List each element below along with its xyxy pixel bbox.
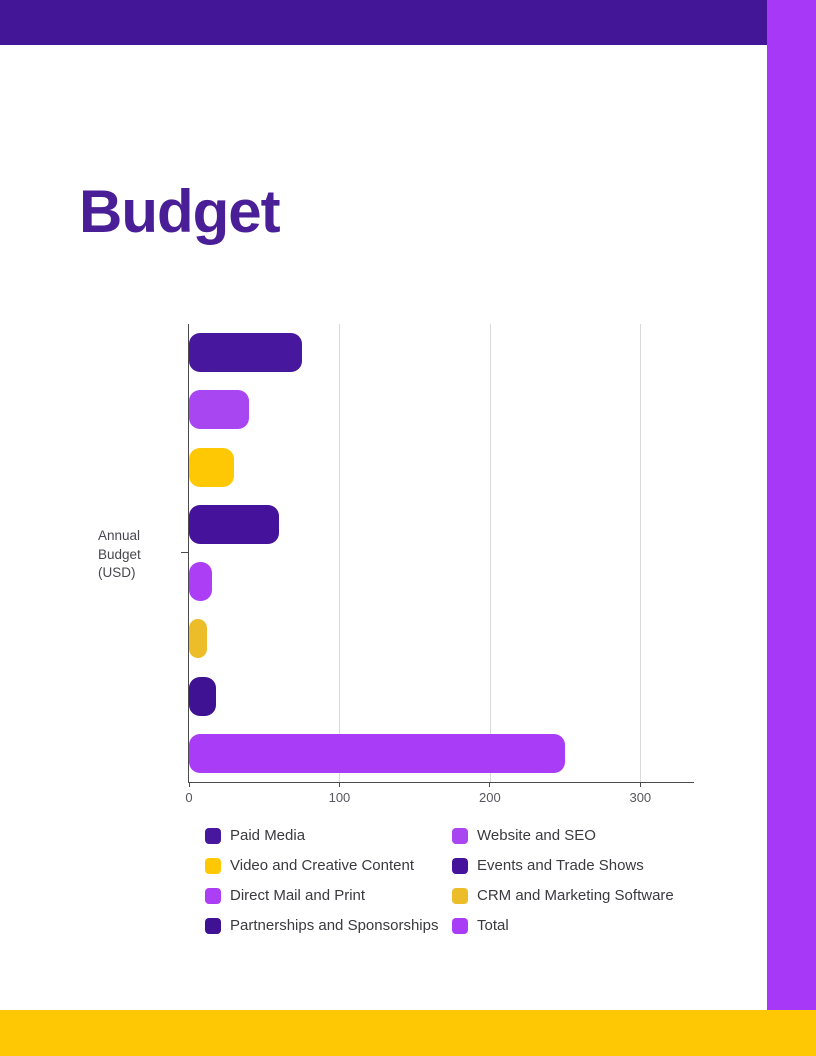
legend-swatch-events-and-trade-shows: [452, 857, 468, 874]
gridline-200: [489, 324, 491, 782]
x-axis-tick-200: [489, 782, 491, 787]
bar-series: [189, 324, 693, 782]
gridline-100: [339, 324, 341, 782]
bar-row-crm-and-marketing-software: [189, 610, 693, 667]
bar-direct-mail-and-print: [189, 562, 212, 602]
legend-label-total: Total: [477, 917, 509, 934]
bar-row-direct-mail-and-print: [189, 553, 693, 610]
legend-label-partnerships-and-sponsorships: Partnerships and Sponsorships: [230, 917, 439, 934]
y-axis-category-tick: [181, 552, 188, 553]
y-axis-line: [188, 324, 189, 782]
right-accent-bar: [767, 0, 816, 1010]
gridline-300: [640, 324, 642, 782]
legend-item-website-and-seo: Website and SEO: [452, 827, 674, 844]
bar-row-website-and-seo: [189, 381, 693, 438]
legend-label-website-and-seo: Website and SEO: [477, 827, 596, 844]
x-axis-tick-0: [188, 782, 190, 787]
chart-legend: Paid Media Website and SEO Video and Creat…: [205, 827, 674, 934]
bar-website-and-seo: [189, 390, 250, 430]
legend-swatch-partnerships-and-sponsorships: [205, 917, 221, 934]
bar-crm-and-marketing-software: [189, 619, 208, 659]
x-axis-tick-label-100: 100: [328, 790, 351, 805]
legend-label-crm-and-marketing-software: CRM and Marketing Software: [477, 887, 674, 904]
bar-row-events-and-trade-shows: [189, 496, 693, 553]
legend-item-crm-and-marketing-software: CRM and Marketing Software: [452, 887, 674, 904]
legend-label-direct-mail-and-print: Direct Mail and Print: [230, 887, 366, 904]
legend-item-video-and-creative-content: Video and Creative Content: [205, 857, 452, 874]
footer-accent-bar: [0, 1010, 816, 1056]
y-axis-label-line: (USD): [98, 565, 136, 580]
x-axis-tick-label-300: 300: [629, 790, 652, 805]
y-axis-label-line: Annual: [98, 528, 141, 543]
legend-swatch-direct-mail-and-print: [205, 887, 221, 904]
legend-item-partnerships-and-sponsorships: Partnerships and Sponsorships: [205, 917, 452, 934]
x-axis-tick-300: [639, 782, 641, 787]
legend-swatch-paid-media: [205, 827, 221, 844]
header-accent-bar: [0, 0, 767, 45]
bar-row-video-and-creative-content: [189, 439, 693, 496]
legend-swatch-total: [452, 917, 468, 934]
x-axis-tick-label-200: 200: [479, 790, 501, 805]
legend-label-video-and-creative-content: Video and Creative Content: [230, 857, 415, 874]
legend-item-paid-media: Paid Media: [205, 827, 452, 844]
x-axis-tick-100: [338, 782, 340, 787]
bar-paid-media: [189, 333, 302, 373]
legend-item-events-and-trade-shows: Events and Trade Shows: [452, 857, 674, 874]
page-title: Budget: [79, 178, 281, 245]
bar-partnerships-and-sponsorships: [189, 676, 217, 716]
bar-row-total: [189, 725, 693, 782]
bar-total: [189, 733, 566, 773]
bar-video-and-creative-content: [189, 447, 235, 487]
legend-swatch-website-and-seo: [452, 827, 468, 844]
legend-item-total: Total: [452, 917, 674, 934]
bar-row-paid-media: [189, 324, 693, 381]
bar-events-and-trade-shows: [189, 504, 280, 544]
legend-item-direct-mail-and-print: Direct Mail and Print: [205, 887, 452, 904]
x-axis-tick-label-0: 0: [185, 790, 193, 805]
bar-row-partnerships-and-sponsorships: [189, 668, 693, 725]
y-axis-label: Annual Budget (USD): [98, 527, 141, 583]
x-axis-line: [188, 782, 694, 783]
legend-label-paid-media: Paid Media: [230, 827, 306, 844]
x-axis-tick-labels: 0 100 200 300: [185, 790, 693, 808]
legend-label-events-and-trade-shows: Events and Trade Shows: [477, 857, 644, 874]
y-axis-label-line: Budget: [98, 546, 141, 562]
legend-swatch-crm-and-marketing-software: [452, 887, 468, 904]
legend-swatch-video-and-creative-content: [205, 857, 221, 874]
chart-plot-area: [181, 324, 694, 787]
